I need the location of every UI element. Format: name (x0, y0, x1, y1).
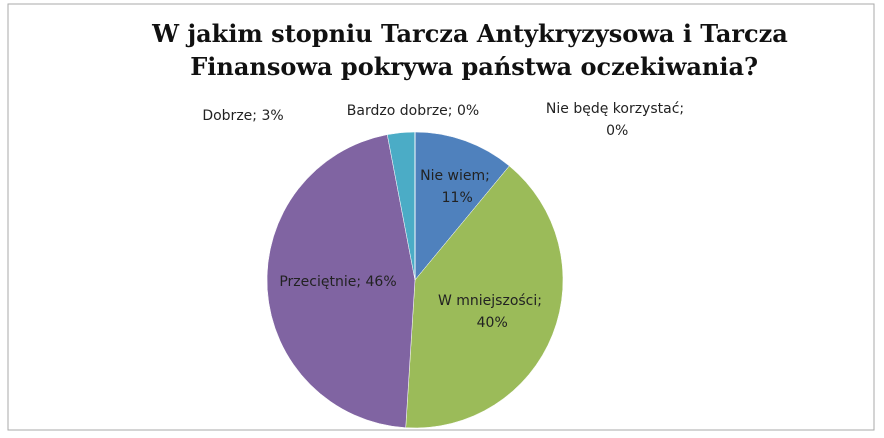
chart-title: W jakim stopniu Tarcza Antykryzysowa i T… (151, 19, 788, 81)
data-label: Bardzo dobrze; 0% (347, 103, 479, 119)
pie-slice: Przeciętnie (266, 134, 416, 428)
data-label: Nie będę korzystać; 0% (546, 101, 684, 139)
data-label: W mniejszości; 40% (438, 293, 542, 331)
pie-slice: W mniejszości (405, 165, 564, 429)
data-label: Dobrze; 3% (202, 108, 283, 124)
data-label: Nie wiem; 11% (420, 168, 490, 206)
data-label: Przeciętnie; 46% (279, 274, 396, 290)
pie-slice: Nie wiem (414, 131, 510, 281)
